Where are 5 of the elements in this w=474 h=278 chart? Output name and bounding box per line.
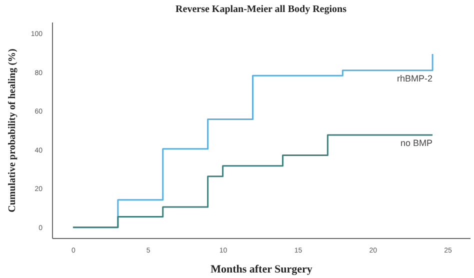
series-label: rhBMP-2 — [397, 73, 433, 84]
y-axis-title: Cumulative probability of healing (%) — [6, 48, 18, 212]
x-axis-title: Months after Surgery — [210, 264, 313, 276]
chart-title: Reverse Kaplan-Meier all Body Regions — [176, 4, 347, 15]
series-label: no BMP — [400, 138, 433, 148]
